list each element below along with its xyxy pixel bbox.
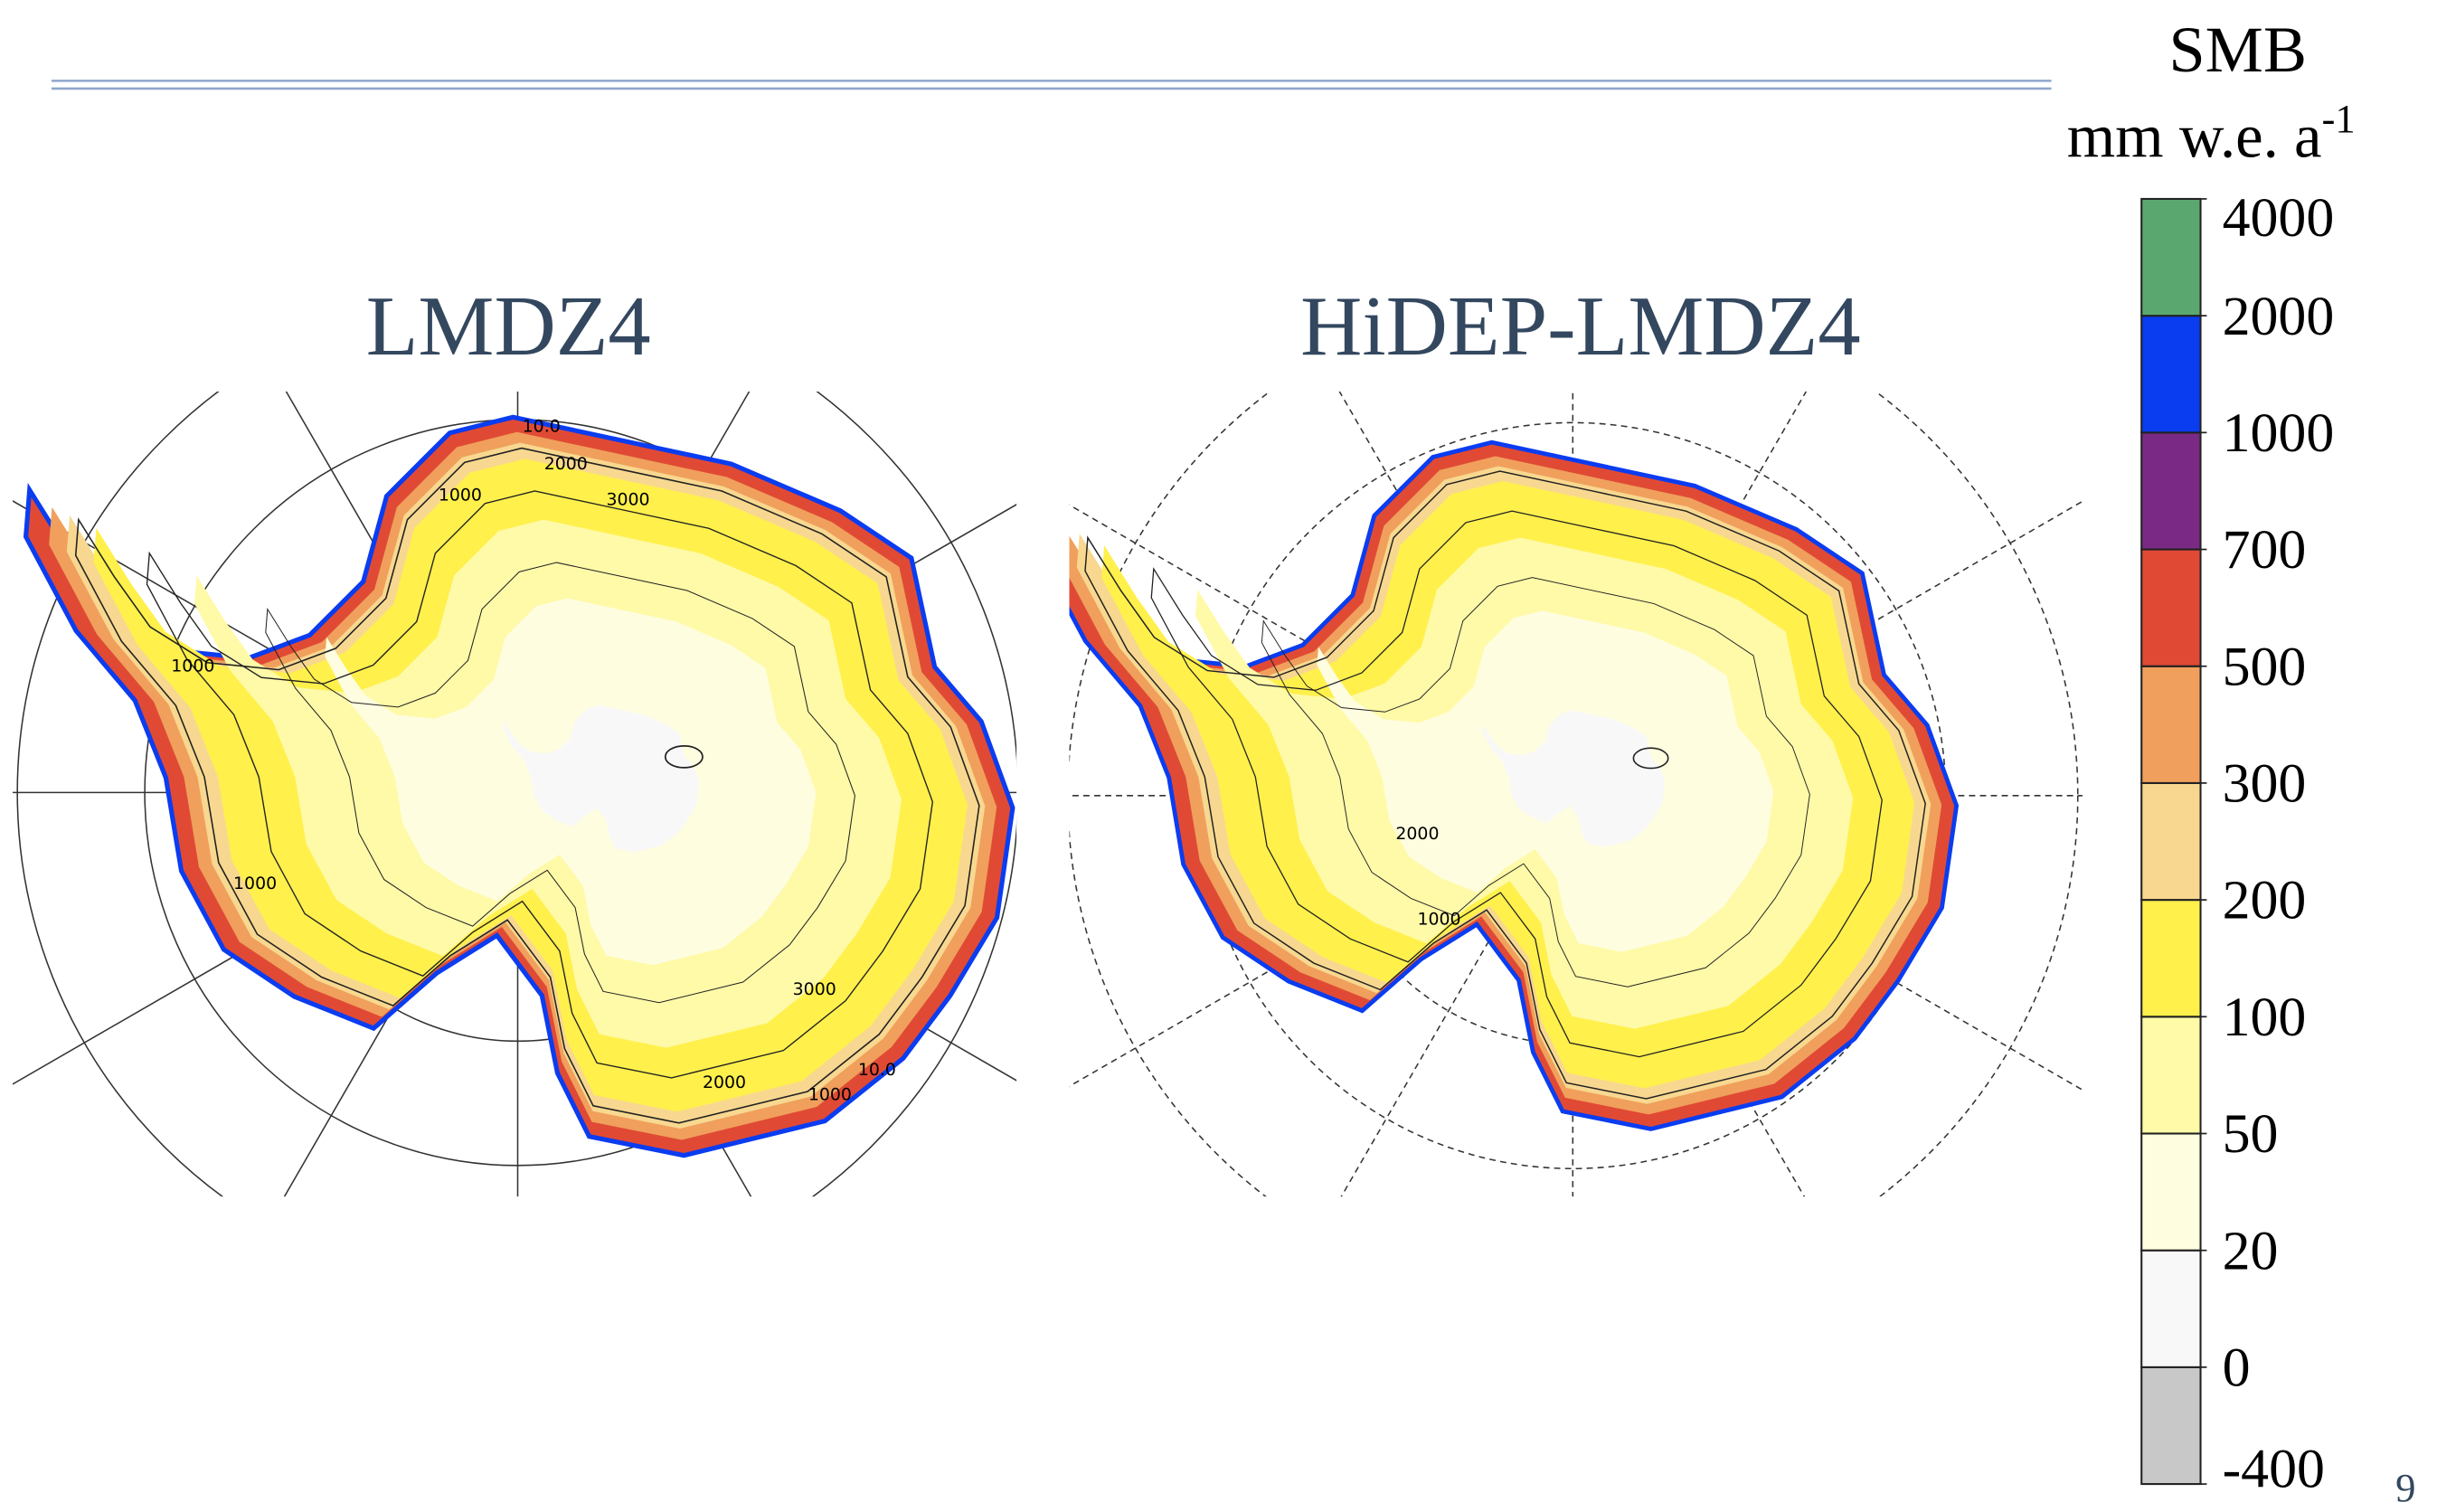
contour-label: 2000 (703, 1073, 746, 1092)
tick-label: 0 (2223, 1337, 2251, 1398)
colorbar-segment (2141, 316, 2200, 432)
contour-label: 10.0 (523, 417, 561, 437)
colorbar-segment (2141, 1367, 2200, 1484)
contour-label: 2000 (544, 454, 588, 474)
colorbar-segment (2141, 666, 2200, 783)
colorbar: -400 0 20 50 100 200 300 500 700 1000 2000 4000 (2141, 187, 2334, 1499)
page: {"maps": [ {"title": "LMDZ4", "contour_l… (0, 0, 2437, 1512)
colorbar-segment (2141, 432, 2200, 549)
contour-label: 1000 (233, 874, 277, 893)
unit-exponent: -1 (2322, 96, 2356, 141)
continent (28, 420, 1010, 1153)
colorbar-segment (2141, 550, 2200, 666)
tick-label: -400 (2223, 1439, 2325, 1500)
tick-label: 500 (2223, 636, 2307, 697)
contour-label: 3000 (606, 489, 649, 509)
colorbar-title: SMB (2169, 14, 2307, 86)
colorbar-segment (2141, 199, 2200, 316)
map-title: LMDZ4 (366, 279, 651, 373)
map-title: HiDEP-LMDZ4 (1300, 279, 1860, 373)
tick-label: 50 (2223, 1103, 2279, 1165)
page-number: 9 (2395, 1465, 2415, 1510)
contour-label: 1000 (1417, 909, 1460, 929)
colorbar-segment (2141, 900, 2200, 1016)
colorbar-unit: mm w.e. a-1 (2067, 96, 2356, 170)
tick-label: 4000 (2223, 187, 2335, 249)
tick-label: 2000 (2223, 286, 2335, 347)
contour-label: 1000 (171, 656, 214, 676)
colorbar-segment (2141, 1016, 2200, 1133)
contour-label: 10.0 (858, 1060, 896, 1080)
colorbar-segment (2141, 783, 2200, 900)
colorbar-segment (2141, 1251, 2200, 1367)
tick-label: 20 (2223, 1220, 2279, 1281)
contour-label: 3000 (793, 979, 836, 999)
tick-label: 700 (2223, 519, 2307, 581)
tick-label: 200 (2223, 870, 2307, 931)
unit-text: mm w.e. a (2067, 102, 2322, 171)
tick-label: 100 (2223, 987, 2307, 1048)
tick-label: 300 (2223, 753, 2307, 815)
contour-label: 2000 (1395, 824, 1439, 844)
contour-label: 1000 (808, 1085, 852, 1105)
tick-label: 1000 (2223, 402, 2335, 464)
colorbar-segment (2141, 1133, 2200, 1250)
slide: LMDZ4 HiDEP-LMDZ4 10.0200030001000100010… (0, 0, 2437, 1512)
contour-label: 1000 (439, 485, 482, 505)
